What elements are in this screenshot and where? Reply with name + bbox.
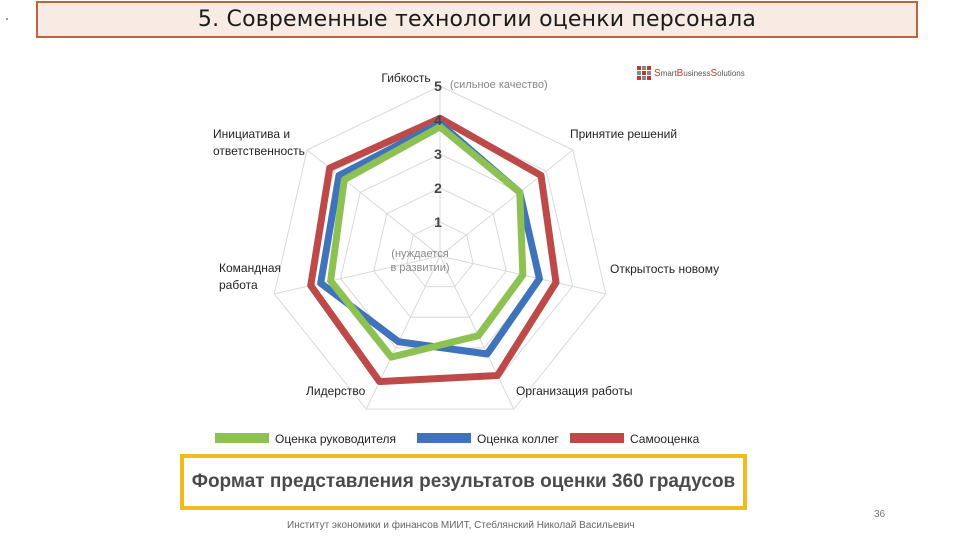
logo-square — [637, 66, 641, 70]
logo-initial-1: S — [654, 67, 661, 79]
logo-square — [637, 76, 641, 80]
axis-label: Командная — [219, 261, 281, 275]
tick-label: 2 — [434, 180, 442, 196]
logo-word-3: olutions — [717, 68, 745, 78]
logo-word-2: usiness — [683, 68, 711, 78]
grid-ring — [373, 187, 507, 318]
corner-dot — [6, 18, 8, 20]
axis-label: Принятие решений — [570, 127, 677, 141]
annotation-bottom-line2: в развитии) — [390, 262, 449, 274]
axis-label: работа — [219, 278, 258, 292]
caption-box: Формат представления результатов оценки … — [180, 454, 747, 510]
company-logo: SmartBusinessSolutions — [637, 66, 745, 80]
legend-label-3: Самооценка — [630, 432, 700, 446]
logo-square — [642, 71, 646, 75]
axis-label: ответственность — [213, 144, 305, 158]
logo-square — [647, 66, 651, 70]
tick-label: 3 — [434, 146, 442, 162]
legend-label-1: Оценка руководителя — [275, 432, 396, 446]
logo-square — [642, 66, 646, 70]
axis-label: Лидерство — [306, 384, 366, 398]
grid-ring — [406, 221, 474, 288]
caption-text: Формат представления результатов оценки … — [191, 471, 736, 492]
series-line-3 — [307, 114, 560, 386]
tick-label: 1 — [434, 214, 442, 230]
series-line-1 — [327, 123, 527, 361]
logo-initial-3: S — [710, 67, 718, 79]
axis-label: Гибкость — [381, 71, 430, 85]
page-title: 5. Современные технологии оценки персона… — [197, 7, 757, 32]
logo-square — [647, 71, 651, 75]
logo-text: SmartBusinessSolutions — [654, 68, 745, 79]
axis-label: Организация работы — [516, 384, 632, 398]
logo-grid-icon — [637, 66, 651, 80]
annotation-top: (сильное качество) — [450, 79, 548, 91]
legend-swatch-2 — [417, 433, 471, 443]
logo-word-1: mart — [660, 68, 677, 78]
page-number: 36 — [874, 509, 886, 520]
grid-ring — [273, 85, 607, 410]
tick-label: 4 — [434, 112, 442, 128]
legend-label-2: Оценка коллег — [477, 432, 559, 446]
title-banner: 5. Современные технологии оценки персона… — [36, 1, 918, 38]
grid-spoke — [274, 255, 441, 295]
legend-swatch-1 — [215, 433, 269, 443]
logo-square — [647, 76, 651, 80]
author-credit: Институт экономики и финансов МИИТ, Стеб… — [287, 520, 635, 531]
logo-square — [637, 71, 641, 75]
legend-swatch-3 — [570, 433, 624, 443]
annotation-bottom-line1: (нуждается — [391, 248, 448, 260]
logo-square — [642, 76, 646, 80]
logo-initial-2: B — [676, 67, 684, 79]
axis-label: Открытость новому — [610, 262, 719, 276]
grid-spoke — [439, 149, 574, 257]
tick-label: 5 — [434, 78, 442, 94]
grid-spoke — [365, 255, 441, 410]
axis-label: Инициатива и — [213, 127, 290, 141]
